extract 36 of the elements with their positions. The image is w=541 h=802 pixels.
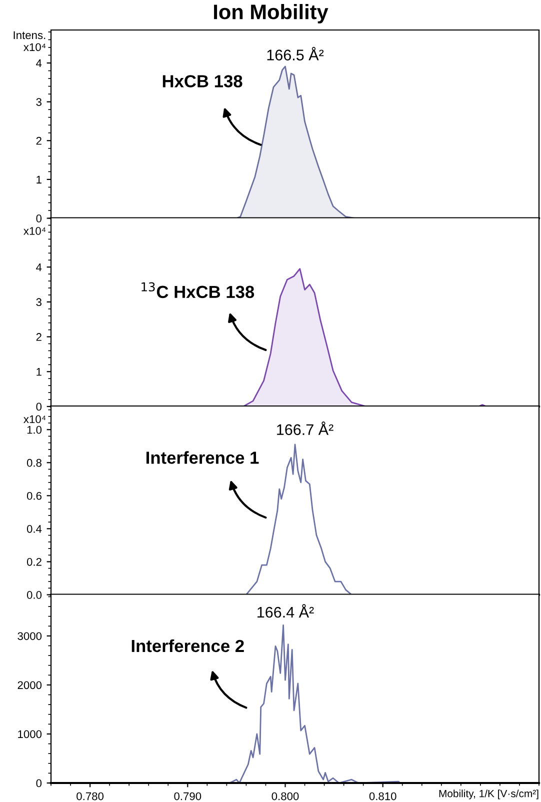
annotation: 166.4 Å²: [258, 604, 314, 618]
x-tick-label: 0.800: [272, 792, 299, 800]
y-tick-label: 1.0: [27, 426, 42, 434]
x-tick-label: 0.780: [76, 792, 104, 800]
annotation: Interference 2: [132, 639, 244, 652]
x-axis-title: Mobility, 1/K [V·s/cm²]: [439, 790, 538, 800]
annotation: Interference 1: [146, 451, 259, 464]
x-tick-label: 0.790: [174, 792, 202, 800]
y-tick-label: 0: [36, 214, 42, 222]
annotation: $^{13}$C HxCB 138: [142, 282, 254, 298]
y-tick-label: 0.6: [26, 492, 42, 500]
y-axis-title: x10⁴: [24, 227, 46, 235]
y-tick-label: 3: [36, 98, 42, 106]
y-tick-label: 2000: [18, 681, 42, 690]
y-tick-label: 0.4: [26, 524, 42, 533]
y-tick-label: 1: [36, 368, 42, 376]
y-tick-label: 3: [36, 298, 42, 306]
y-tick-label: 0.0: [26, 591, 42, 599]
y-tick-label: 0: [36, 402, 42, 411]
x-tick-label: 0.810: [369, 792, 396, 800]
y-tick-label: 2: [36, 136, 42, 145]
y-tick-label: 4: [36, 59, 42, 68]
y-tick-label: 4: [36, 263, 42, 272]
y-tick-label: 3000: [18, 632, 42, 640]
annotation: HxCB 138: [162, 75, 242, 88]
chart-title: Ion Mobility: [214, 4, 328, 24]
y-tick-label: 0.8: [26, 458, 42, 467]
y-tick-label: 0: [36, 779, 42, 788]
annotation: 166.5 Å²: [267, 46, 324, 60]
y-axis-title: x10⁴: [24, 415, 46, 424]
annotation: 166.7 Å²: [277, 422, 334, 436]
y-tick-label: 1: [36, 176, 42, 184]
y-tick-label: 2: [36, 333, 42, 341]
y-axis-title: Intens. x10⁴: [14, 31, 46, 52]
y-tick-label: 1000: [18, 730, 42, 738]
y-tick-label: 0.2: [26, 558, 42, 566]
